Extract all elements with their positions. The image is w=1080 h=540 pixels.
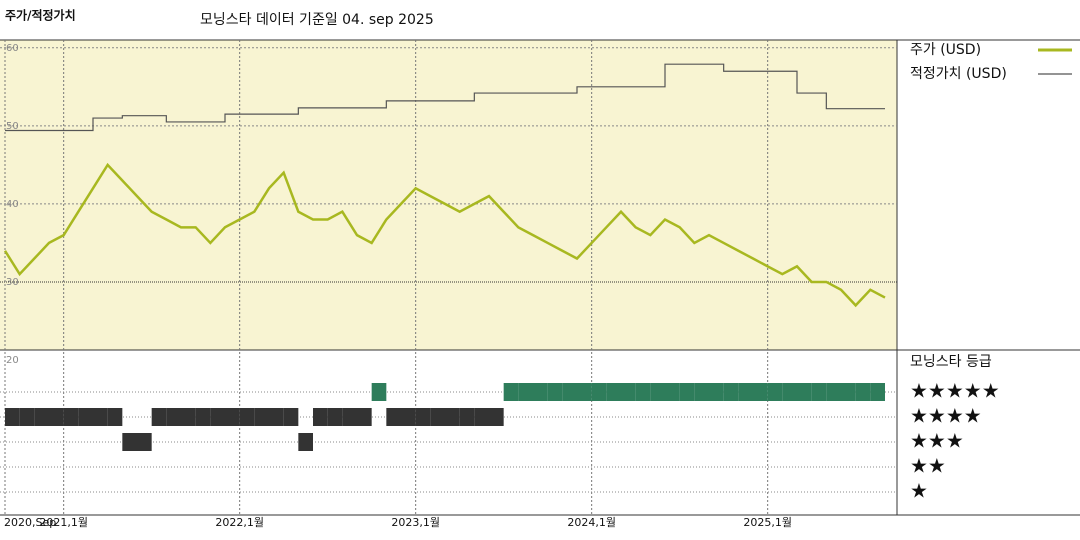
rating-bar: [401, 408, 416, 426]
rating-bar: [782, 383, 797, 401]
rating-bar: [122, 433, 137, 451]
y-tick-label: 50: [6, 121, 19, 132]
rating-bar: [533, 383, 548, 401]
chart-title: 주가/적정가치: [5, 8, 76, 23]
rating-bar: [313, 408, 328, 426]
rating-bar: [577, 383, 592, 401]
rating-bar: [371, 383, 387, 401]
rating-bar: [826, 383, 841, 401]
rating-bar: [298, 433, 313, 451]
rating-bar: [254, 408, 269, 426]
rating-bar: [93, 408, 108, 426]
rating-bar: [445, 408, 460, 426]
rating-bar: [489, 408, 504, 426]
rating-bar: [562, 383, 577, 401]
rating-label: ★★★: [910, 429, 964, 453]
rating-bar: [415, 408, 431, 426]
rating-bar: [357, 408, 372, 426]
rating-bar: [269, 408, 284, 426]
rating-bar: [518, 383, 533, 401]
rating-bar: [181, 408, 196, 426]
x-tick-label: 2025,1월: [743, 516, 792, 529]
rating-label: ★★★★: [910, 404, 982, 428]
rating-bar: [767, 383, 783, 401]
rating-bar: [694, 383, 709, 401]
rating-bar: [78, 408, 93, 426]
rating-bar: [342, 408, 357, 426]
rating-bar: [459, 408, 475, 426]
rating-bar: [49, 408, 64, 426]
rating-bar: [5, 408, 20, 426]
rating-bar: [107, 408, 123, 426]
rating-label: ★: [910, 479, 928, 503]
rating-bar: [841, 383, 856, 401]
rating-bar: [283, 408, 299, 426]
plot-bg: [0, 40, 897, 350]
rating-bar: [855, 383, 871, 401]
rating-bar: [63, 408, 79, 426]
rating-bar: [474, 408, 489, 426]
rating-label: ★★★★★: [910, 379, 1000, 403]
rating-bar: [606, 383, 621, 401]
series-line: [3, 162, 886, 308]
ratings-title: 모닝스타 등급: [910, 354, 992, 370]
rating-bar: [753, 383, 768, 401]
rating-bar: [723, 383, 739, 401]
x-tick-label: 2021,1월: [39, 516, 88, 529]
rating-bar: [621, 383, 636, 401]
rating-bar: [137, 433, 152, 451]
rating-bar: [870, 383, 885, 401]
rating-bar: [239, 408, 255, 426]
rating-bar: [797, 383, 812, 401]
rating-bar: [709, 383, 724, 401]
rating-bar: [503, 383, 519, 401]
rating-bar: [547, 383, 563, 401]
rating-bar: [225, 408, 240, 426]
rating-bar: [650, 383, 665, 401]
rating-bar: [195, 408, 211, 426]
x-tick-label: 2020,Sep: [4, 516, 56, 529]
rating-bar: [635, 383, 651, 401]
rating-bar: [811, 383, 827, 401]
rating-bar: [151, 408, 167, 426]
series-line: [5, 63, 885, 132]
rating-bar: [665, 383, 680, 401]
rating-bar: [210, 408, 225, 426]
x-tick-label: 2022,1월: [215, 516, 264, 529]
legend-label: 주가 (USD): [910, 42, 981, 58]
rating-label: ★★: [910, 454, 946, 478]
rating-bar: [738, 383, 753, 401]
x-tick-label: 2024,1월: [567, 516, 616, 529]
y-tick-label: 20: [6, 355, 19, 366]
rating-bar: [591, 383, 607, 401]
legend-label: 적정가치 (USD): [910, 66, 1007, 82]
rating-bar: [166, 408, 181, 426]
rating-bar: [679, 383, 695, 401]
rating-bar: [34, 408, 49, 426]
rating-bar: [327, 408, 343, 426]
rating-bar: [430, 408, 445, 426]
rating-bar: [386, 408, 401, 426]
chart-subtitle: 모닝스타 데이터 기준일 04. sep 2025: [200, 12, 434, 28]
rating-bar: [19, 408, 35, 426]
x-tick-label: 2023,1월: [391, 516, 440, 529]
